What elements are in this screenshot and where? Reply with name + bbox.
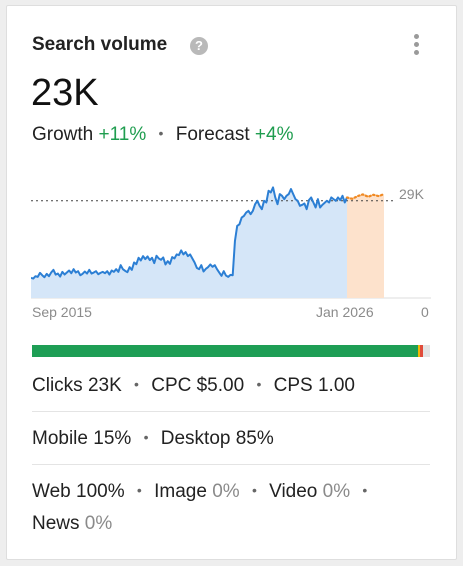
separator: •	[136, 482, 142, 498]
news-value: 0%	[84, 513, 113, 534]
x-start-label: Sep 2015	[32, 304, 92, 320]
divider	[32, 411, 430, 412]
x-end-label: Jan 2026	[316, 304, 374, 320]
history-area	[31, 187, 347, 298]
forecast-value: +4%	[254, 124, 294, 145]
forecast-area	[347, 194, 384, 298]
separator: •	[256, 376, 262, 392]
distribution-segment	[418, 345, 421, 357]
desktop-stat: Desktop 85%	[160, 428, 274, 449]
web-value: 100%	[76, 481, 125, 502]
web-label: Web	[32, 481, 71, 502]
video-label: Video	[269, 481, 318, 502]
y-tick-bottom: 0	[421, 304, 429, 320]
news-label: News	[32, 513, 80, 534]
history-line	[31, 186, 348, 280]
search-type-row: Web 100% • Image 0% • Video 0% •	[32, 481, 374, 503]
traffic-distribution-bar	[32, 345, 430, 357]
device-row: Mobile 15% • Desktop 85%	[32, 428, 274, 450]
search-type-row-2: News 0%	[32, 513, 112, 535]
video-value: 0%	[322, 481, 351, 502]
more-vertical-icon[interactable]	[407, 32, 427, 58]
growth-label: Growth	[32, 124, 94, 145]
separator: •	[362, 482, 368, 498]
search-volume-card: Search volume ? 23K Growth +11% • Foreca…	[6, 5, 457, 560]
image-label: Image	[154, 481, 207, 502]
forecast-line	[345, 193, 386, 200]
search-volume-chart[interactable]	[31, 174, 431, 302]
distribution-segment	[32, 345, 419, 357]
card-title: Search volume	[32, 34, 168, 55]
cpc-stat: CPC $5.00	[151, 375, 245, 396]
separator: •	[158, 125, 164, 141]
forecast-label: Forecast	[175, 124, 250, 145]
separator: •	[143, 429, 149, 445]
separator: •	[134, 376, 139, 392]
y-tick-top: 29K	[399, 186, 424, 202]
cps-stat: CPS 1.00	[273, 375, 355, 396]
clicks-cpc-row: Clicks 23K • CPC $5.00 • CPS 1.00	[32, 375, 355, 397]
image-value: 0%	[212, 481, 240, 502]
growth-forecast-row: Growth +11% • Forecast +4%	[32, 124, 293, 146]
growth-value: +11%	[98, 124, 147, 145]
search-volume-value: 23K	[31, 72, 99, 114]
clicks-stat: Clicks 23K	[32, 375, 122, 396]
distribution-segment	[420, 345, 423, 357]
separator: •	[251, 482, 257, 498]
divider	[32, 464, 430, 465]
help-icon[interactable]: ?	[190, 37, 208, 55]
mobile-stat: Mobile 15%	[32, 428, 132, 449]
